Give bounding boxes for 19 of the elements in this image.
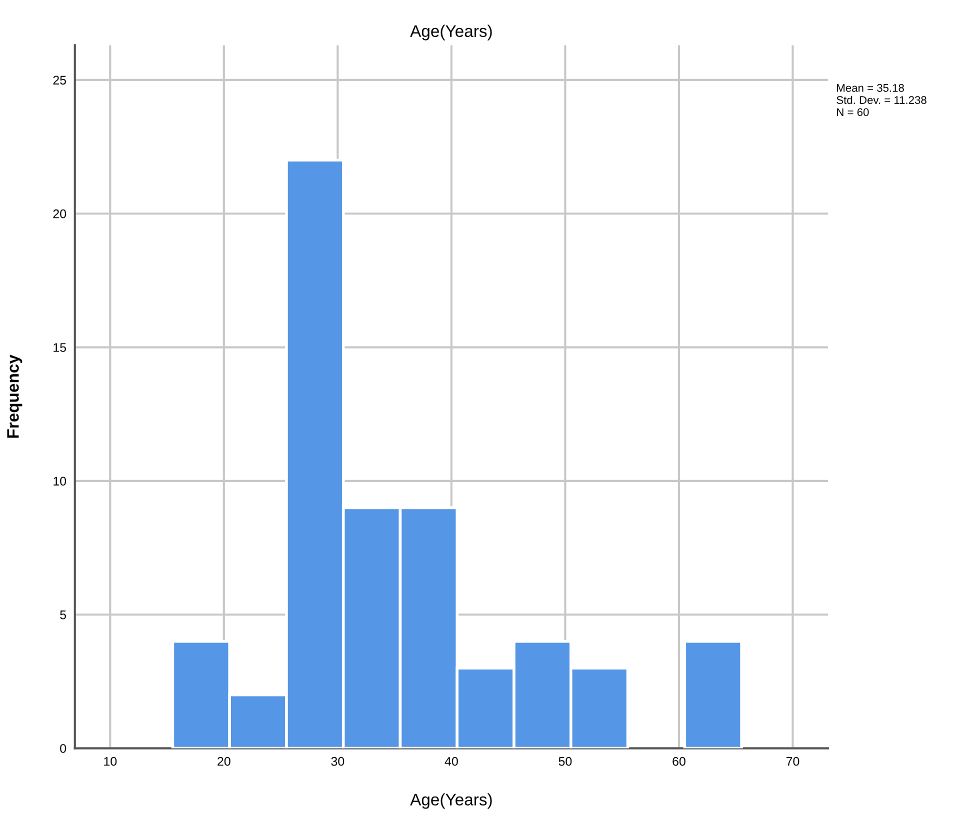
- x-tick-label: 60: [672, 756, 686, 766]
- y-tick-label: 0: [60, 744, 66, 753]
- y-tick-label: 25: [53, 76, 66, 85]
- text: Mean = 35.18: [837, 84, 904, 92]
- x-tick-label: 40: [444, 756, 458, 766]
- x-axis-title: Age(Years): [410, 793, 492, 809]
- text: N = 60: [837, 108, 869, 116]
- chart-title: Age(Years): [410, 24, 492, 40]
- x-tick-label: 70: [786, 756, 800, 766]
- y-tick-label: 20: [53, 209, 66, 218]
- x-tick-label: 50: [558, 756, 572, 766]
- y-tick-label: 15: [54, 343, 66, 352]
- y-tick-label: 10: [54, 476, 66, 486]
- x-tick-label: 10: [104, 756, 117, 766]
- y-axis-title: Frequency: [7, 354, 22, 438]
- x-tick-label: 20: [218, 756, 230, 766]
- text: Std. Dev. = 11.238: [836, 96, 926, 104]
- y-tick-label: 5: [60, 610, 66, 620]
- x-tick-label: 30: [331, 756, 344, 766]
